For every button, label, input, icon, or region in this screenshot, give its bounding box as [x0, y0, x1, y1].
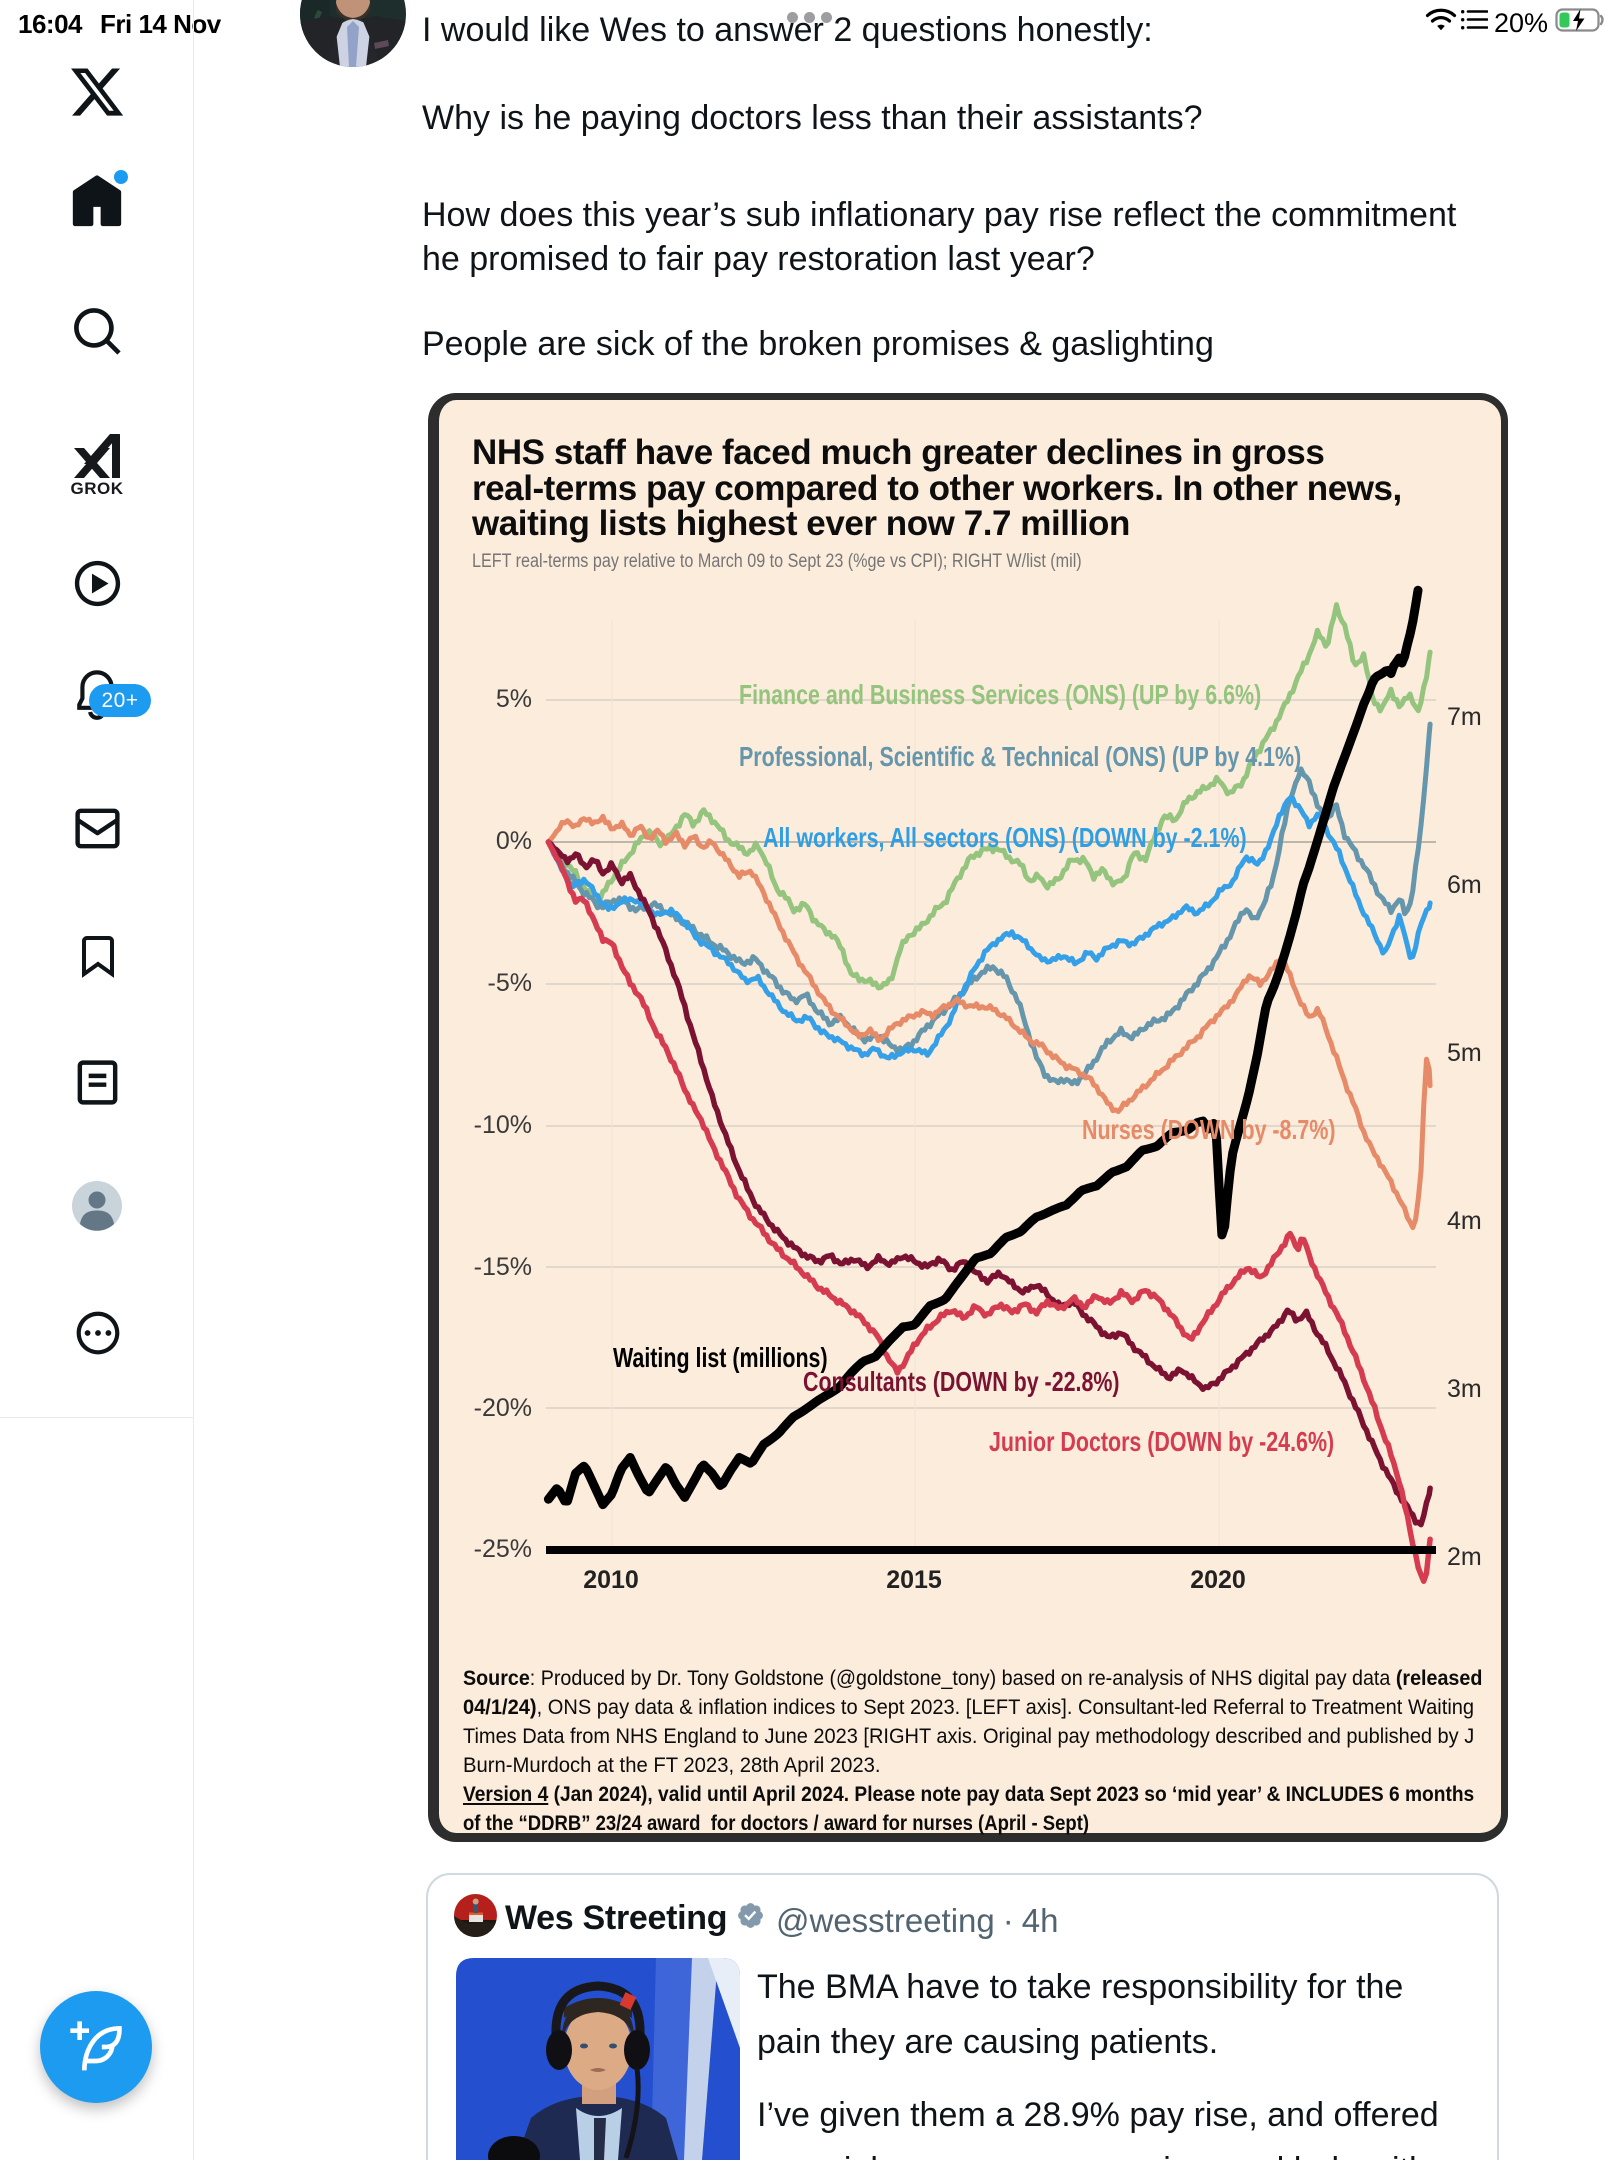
svg-text:GROK: GROK [71, 479, 124, 498]
